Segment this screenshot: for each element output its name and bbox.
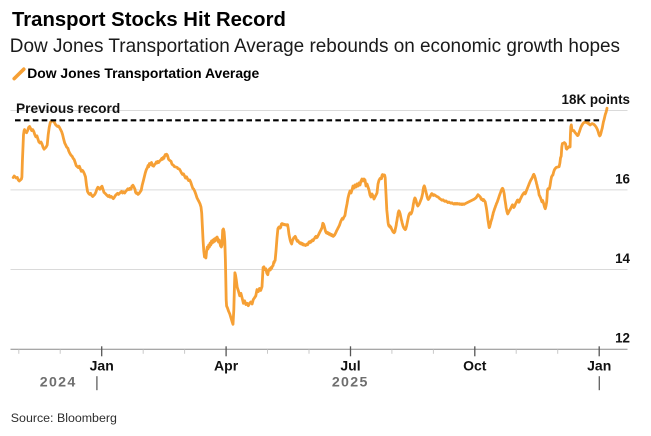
svg-text:14: 14 (615, 251, 630, 266)
svg-text:2025: 2025 (332, 375, 369, 391)
svg-text:Jan: Jan (90, 357, 114, 373)
svg-text:Jul: Jul (340, 357, 360, 373)
svg-text:12: 12 (615, 331, 630, 346)
svg-text:Apr: Apr (214, 357, 239, 373)
svg-text:Jan: Jan (587, 357, 611, 373)
svg-text:2024: 2024 (40, 375, 77, 391)
svg-text:Oct: Oct (463, 357, 487, 373)
svg-text:18K points: 18K points (562, 92, 630, 107)
svg-text:16: 16 (615, 171, 630, 186)
svg-text:Previous record: Previous record (16, 101, 120, 116)
